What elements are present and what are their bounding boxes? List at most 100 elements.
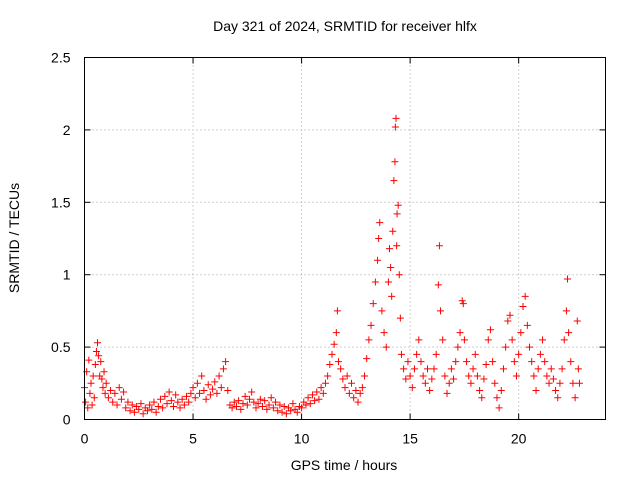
data-point [571, 394, 579, 402]
data-point [499, 365, 507, 373]
data-point [265, 401, 273, 409]
data-point [250, 398, 258, 406]
data-point [523, 321, 531, 329]
data-point [130, 408, 138, 416]
data-point [430, 365, 438, 373]
data-point [415, 336, 423, 344]
data-point [185, 398, 193, 406]
data-point [97, 358, 105, 366]
data-point [450, 375, 458, 383]
data-point [98, 375, 106, 383]
data-point [489, 358, 497, 366]
data-point [224, 387, 232, 395]
data-point [547, 365, 555, 373]
x-tick-label: 0 [81, 431, 89, 447]
data-point [458, 297, 466, 305]
data-points [81, 114, 583, 418]
data-point [391, 123, 399, 131]
data-point [82, 398, 90, 406]
data-point [124, 398, 132, 406]
data-point [482, 360, 490, 368]
data-point [313, 388, 321, 396]
data-point [441, 372, 449, 380]
data-point [345, 389, 353, 397]
data-point [350, 394, 358, 402]
data-point [402, 375, 410, 383]
data-point [202, 395, 210, 403]
data-point [361, 372, 369, 380]
y-tick-label: 2.5 [51, 50, 71, 66]
data-point [369, 300, 377, 308]
data-point [519, 303, 527, 311]
y-tick-label: 2 [63, 122, 71, 138]
x-axis-label: GPS time / hours [291, 457, 398, 473]
data-point [187, 389, 195, 397]
data-point [382, 343, 390, 351]
data-point [337, 365, 345, 373]
data-point [86, 389, 94, 397]
data-point [396, 314, 404, 322]
data-point [95, 352, 103, 360]
data-point [193, 379, 201, 387]
data-point [84, 404, 92, 412]
data-point [196, 389, 204, 397]
data-point [354, 398, 362, 406]
data-point [267, 394, 275, 402]
data-point [562, 307, 570, 315]
data-point [215, 372, 223, 380]
data-point [502, 343, 510, 351]
data-point [447, 365, 455, 373]
data-point [91, 360, 99, 368]
data-point [263, 405, 271, 413]
data-point [85, 356, 93, 364]
data-point [333, 307, 341, 315]
data-point [421, 379, 429, 387]
data-point [445, 379, 453, 387]
data-point [390, 177, 398, 185]
y-tick-label: 1.5 [51, 194, 71, 210]
data-point [272, 398, 280, 406]
data-point [560, 336, 568, 344]
data-point [321, 379, 329, 387]
data-point [454, 343, 462, 351]
data-point [534, 365, 542, 373]
data-point [408, 384, 416, 392]
data-point [426, 387, 434, 395]
axis-ticks [84, 57, 606, 420]
data-point [397, 350, 405, 358]
data-point [276, 401, 284, 409]
data-point [237, 405, 245, 413]
data-point [176, 404, 184, 412]
data-point [480, 375, 488, 383]
data-point [189, 384, 197, 392]
data-point [387, 263, 395, 271]
data-point [358, 384, 366, 392]
y-tick-label: 0.5 [51, 339, 71, 355]
data-point [328, 350, 336, 358]
data-point [389, 227, 397, 235]
data-point [545, 379, 553, 387]
data-point [259, 402, 267, 410]
data-point [476, 387, 484, 395]
data-point [159, 404, 167, 412]
data-point [178, 395, 186, 403]
data-point [569, 379, 577, 387]
data-point [308, 391, 316, 399]
data-point [393, 210, 401, 218]
data-point [109, 398, 117, 406]
data-point [88, 401, 96, 409]
data-point [163, 400, 171, 408]
data-point [274, 407, 282, 415]
data-point [392, 114, 400, 122]
data-point [89, 372, 97, 380]
data-point [439, 336, 447, 344]
data-point [386, 245, 394, 253]
data-point [484, 336, 492, 344]
data-point [363, 355, 371, 363]
data-point [378, 307, 386, 315]
data-point [254, 400, 262, 408]
data-point [497, 387, 505, 395]
data-point [104, 394, 112, 402]
data-point [375, 235, 383, 242]
data-point [410, 365, 418, 373]
